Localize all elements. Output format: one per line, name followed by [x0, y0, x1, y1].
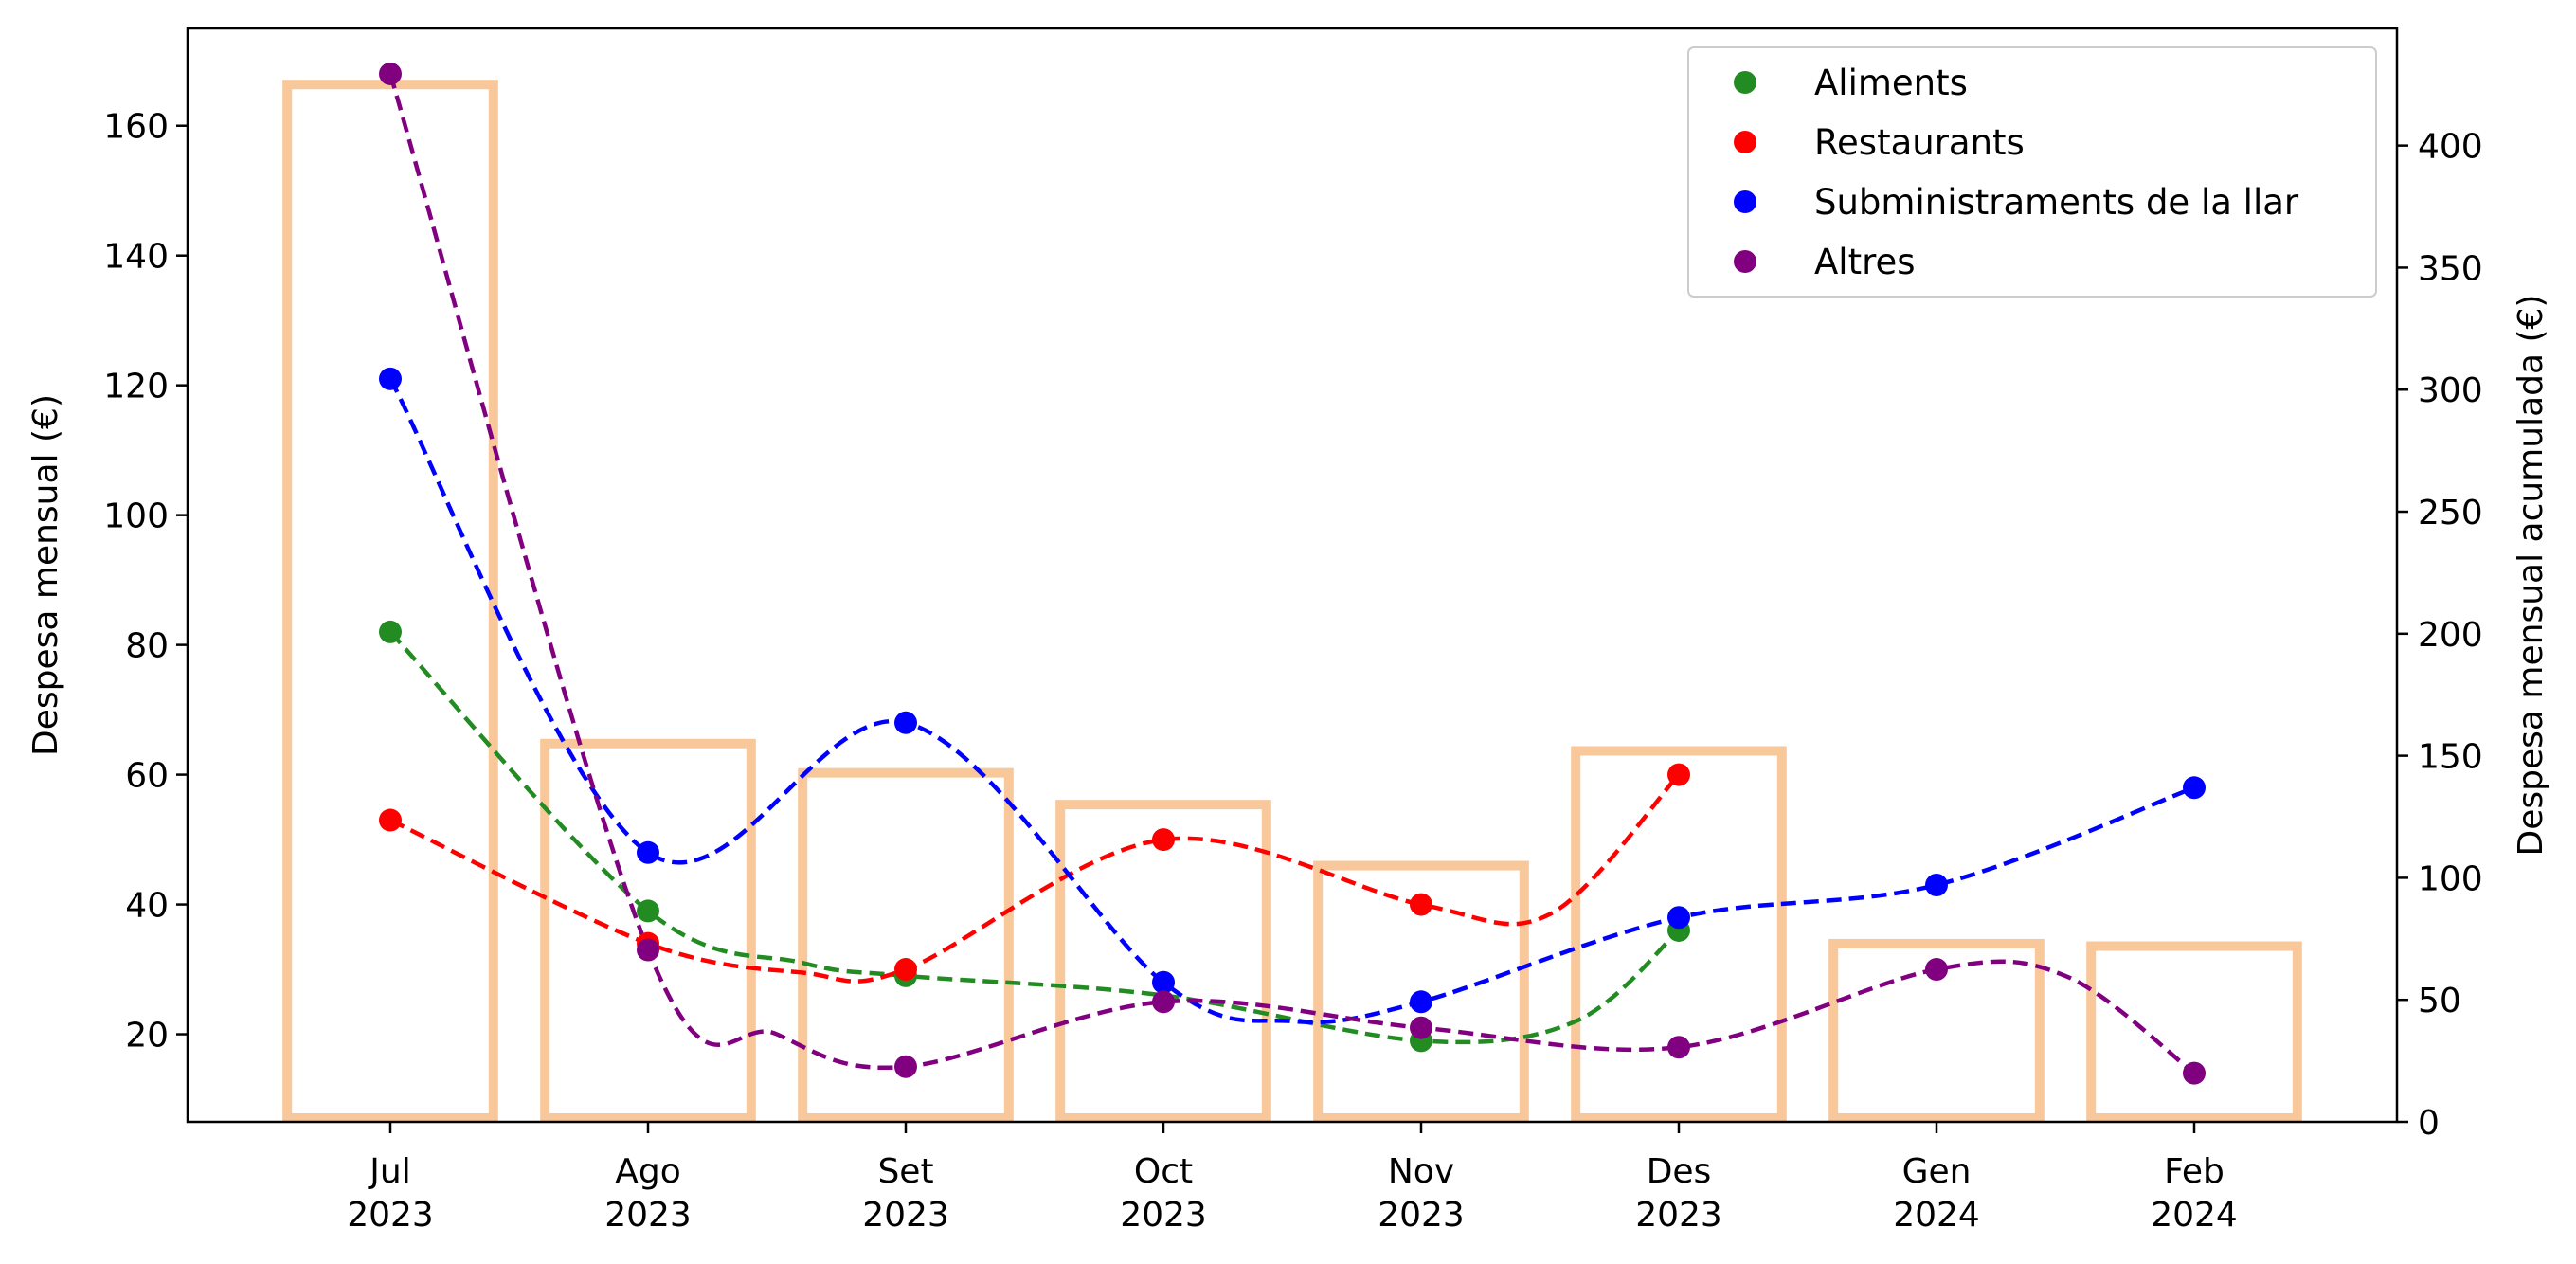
y-tick-label-left: 120: [103, 368, 169, 406]
y-tick-label-right: 100: [2418, 859, 2483, 898]
y-tick-label-right: 200: [2418, 616, 2483, 655]
data-point: [379, 808, 402, 832]
x-tick-label-year: 2023: [347, 1196, 434, 1235]
data-point: [379, 62, 402, 85]
legend-label: Aliments: [1814, 63, 1968, 103]
y-tick-label-left: 60: [125, 757, 169, 796]
x-tick-label-month: Des: [1647, 1152, 1712, 1191]
y-tick-label-right: 300: [2418, 371, 2483, 410]
x-tick-label-year: 2023: [1120, 1196, 1207, 1235]
data-point: [1925, 874, 1948, 897]
legend-marker: [1734, 131, 1756, 153]
x-tick-label-month: Gen: [1902, 1152, 1972, 1191]
right-axis: 0 50 100 150 200 250 300 350 400: [2397, 128, 2483, 1143]
accumulated-bar: [540, 738, 756, 1124]
plot-frame: [186, 27, 2399, 1124]
data-point: [379, 620, 402, 643]
legend-frame: [1687, 46, 2377, 298]
y-tick-label-right: 400: [2418, 128, 2483, 167]
y-tick-label-right: 0: [2418, 1104, 2440, 1143]
legend-marker: [1734, 250, 1756, 273]
y-tick-label-right: 50: [2418, 982, 2461, 1020]
legend-label: Subministraments de la llar: [1814, 182, 2299, 223]
data-point: [379, 367, 402, 390]
data-point: [637, 899, 659, 923]
y-tick-label-left: 20: [125, 1017, 169, 1056]
trend-line: [388, 377, 2195, 1025]
data-point: [894, 1055, 917, 1078]
accumulated-bar: [1313, 860, 1529, 1123]
x-tick-label-year: 2024: [1893, 1196, 1980, 1235]
data-point: [1667, 906, 1690, 930]
x-tick-label-month: Oct: [1134, 1152, 1193, 1191]
y-tick-label-left: 140: [103, 238, 169, 277]
data-point: [894, 958, 917, 982]
data-point: [1410, 893, 1432, 916]
x-tick-label-month: Set: [877, 1152, 933, 1191]
legend-label: Restaurants: [1814, 122, 2025, 163]
data-point: [637, 938, 659, 962]
x-tick-label-year: 2023: [862, 1196, 949, 1235]
y-tick-label-left: 160: [103, 108, 169, 147]
accumulated-bar: [1055, 800, 1271, 1123]
accumulated-bar: [798, 767, 1014, 1124]
y-axis-label-left: Despesa mensual (€): [27, 394, 65, 756]
y-tick-label-left: 100: [103, 497, 169, 536]
x-axis: Jul 2023 Ago 2023 Set 2023 Oct 2023 Nov 2023 Des 20…: [347, 1122, 2238, 1235]
data-point: [1410, 990, 1432, 1014]
x-tick-label-year: 2023: [1635, 1196, 1722, 1235]
data-point: [1152, 970, 1175, 994]
accumulated-bar: [1571, 746, 1787, 1123]
data-point: [2183, 1061, 2206, 1085]
data-point: [1152, 990, 1175, 1014]
x-tick-label-month: Jul: [368, 1152, 410, 1191]
x-tick-label-year: 2024: [2151, 1196, 2238, 1235]
y-axis-label-right: Despesa mensual acumulada (€): [2512, 295, 2550, 857]
x-tick-label-year: 2023: [1378, 1196, 1465, 1235]
data-point: [1152, 828, 1175, 852]
data-point: [894, 711, 917, 734]
data-point: [1667, 1036, 1690, 1059]
legend-marker: [1734, 190, 1756, 213]
y-tick-label-left: 40: [125, 887, 169, 926]
x-tick-label-month: Feb: [2164, 1152, 2225, 1191]
y-tick-label-right: 150: [2418, 738, 2483, 777]
x-tick-label-month: Nov: [1388, 1152, 1454, 1191]
data-point: [1667, 763, 1690, 786]
bars-layer: [282, 80, 2302, 1124]
x-tick-label-year: 2023: [604, 1196, 692, 1235]
y-tick-label-right: 350: [2418, 249, 2483, 288]
data-point: [637, 840, 659, 864]
y-tick-label-left: 80: [125, 627, 169, 666]
legend: Aliments Restaurants Subministraments de l…: [1687, 46, 2377, 298]
accumulated-bar: [2086, 941, 2302, 1123]
data-point: [2183, 776, 2206, 800]
legend-label: Altres: [1814, 242, 1916, 282]
left-axis: 20 40 60 80 100 120 140 160: [103, 108, 188, 1056]
data-point: [1410, 1016, 1432, 1039]
y-tick-label-right: 250: [2418, 494, 2483, 533]
points-layer: [379, 62, 2206, 1085]
x-tick-label-month: Ago: [615, 1152, 681, 1191]
data-point: [1925, 958, 1948, 982]
accumulated-bar: [1828, 938, 2045, 1124]
legend-marker: [1734, 71, 1756, 94]
